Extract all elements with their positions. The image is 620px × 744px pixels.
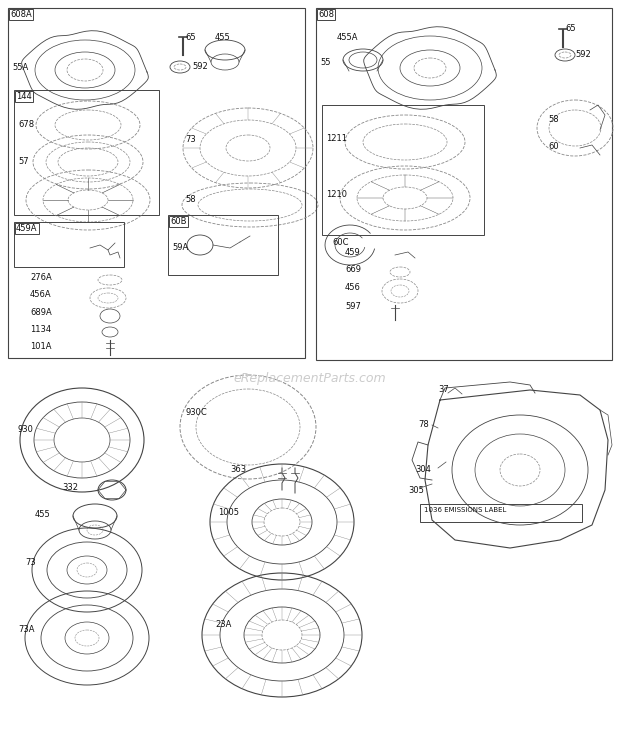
Text: 55: 55 <box>320 58 330 67</box>
Text: 689A: 689A <box>30 308 51 317</box>
Text: 669: 669 <box>345 265 361 274</box>
Text: 455A: 455A <box>337 33 358 42</box>
Text: 37: 37 <box>438 385 449 394</box>
Text: 73: 73 <box>185 135 196 144</box>
Bar <box>420 504 582 522</box>
Text: 144: 144 <box>16 92 32 101</box>
Text: 73: 73 <box>25 558 36 567</box>
Text: 459A: 459A <box>16 224 37 233</box>
Text: 455: 455 <box>215 33 231 42</box>
Text: 59A: 59A <box>172 243 188 252</box>
Text: 276A: 276A <box>30 273 51 282</box>
Text: 23A: 23A <box>215 620 231 629</box>
Text: 608A: 608A <box>10 10 32 19</box>
Text: 456A: 456A <box>30 290 51 299</box>
Text: 1210: 1210 <box>326 190 347 199</box>
Text: 73A: 73A <box>18 625 35 634</box>
Text: 597: 597 <box>345 302 361 311</box>
Text: 608: 608 <box>318 10 334 19</box>
Text: 1211: 1211 <box>326 134 347 143</box>
Text: 101A: 101A <box>30 342 51 351</box>
Text: 60C: 60C <box>332 238 348 247</box>
Text: 1005: 1005 <box>218 508 239 517</box>
Text: 930: 930 <box>18 425 34 434</box>
Text: 930C: 930C <box>185 408 206 417</box>
Text: 678: 678 <box>18 120 34 129</box>
Text: 304: 304 <box>415 465 431 474</box>
Text: 592: 592 <box>192 62 208 71</box>
Text: 1036 EMISSIONS LABEL: 1036 EMISSIONS LABEL <box>424 507 507 513</box>
Text: 78: 78 <box>418 420 429 429</box>
Text: 363: 363 <box>230 465 246 474</box>
Text: 592: 592 <box>575 50 591 59</box>
Bar <box>168 215 278 275</box>
Bar <box>8 8 305 358</box>
Bar <box>14 222 124 267</box>
Text: 305: 305 <box>408 486 424 495</box>
Text: 455: 455 <box>35 510 51 519</box>
Text: 65: 65 <box>185 33 196 42</box>
Text: 456: 456 <box>345 283 361 292</box>
Text: 58: 58 <box>548 115 559 124</box>
Text: eReplacementParts.com: eReplacementParts.com <box>234 372 386 385</box>
Text: 65: 65 <box>565 24 575 33</box>
Text: 58: 58 <box>185 195 196 204</box>
Bar <box>14 90 159 215</box>
Text: 332: 332 <box>62 483 78 492</box>
Bar <box>322 105 484 235</box>
Text: 57: 57 <box>18 157 29 166</box>
Text: 60B: 60B <box>170 217 187 226</box>
Text: 459: 459 <box>345 248 361 257</box>
Bar <box>316 8 612 360</box>
Text: 55A: 55A <box>12 63 29 72</box>
Text: 1134: 1134 <box>30 325 51 334</box>
Text: 60: 60 <box>548 142 559 151</box>
